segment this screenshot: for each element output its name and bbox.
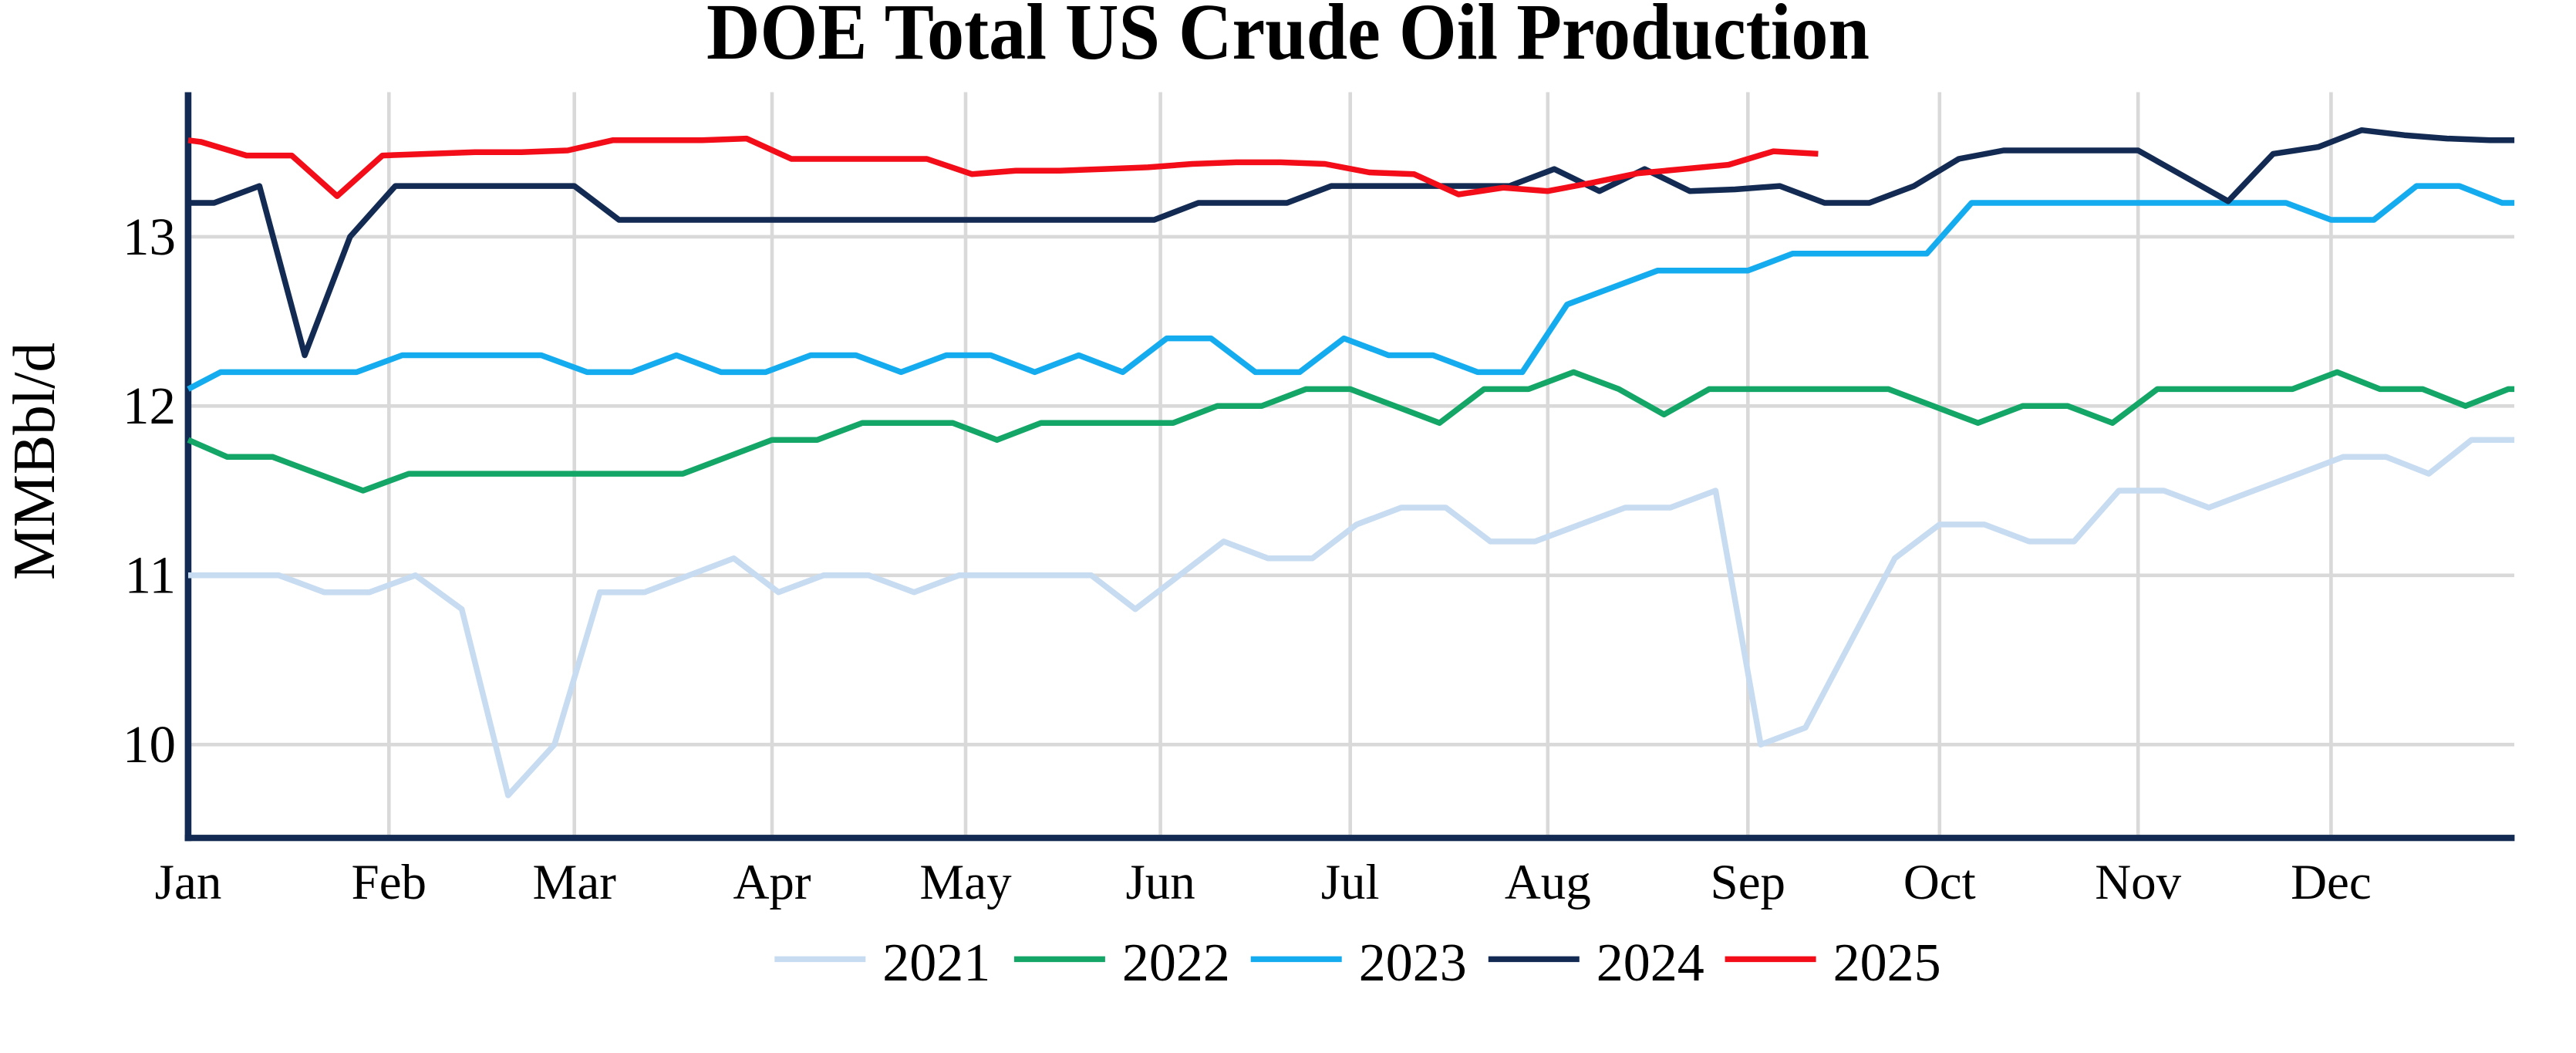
svg-text:Mar: Mar bbox=[533, 855, 617, 910]
svg-text:Jan: Jan bbox=[155, 855, 222, 910]
svg-text:Dec: Dec bbox=[2291, 855, 2372, 910]
svg-text:10: 10 bbox=[123, 715, 176, 774]
svg-text:DOE Total US Crude Oil Product: DOE Total US Crude Oil Production bbox=[706, 0, 1870, 76]
svg-text:2023: 2023 bbox=[1359, 933, 1467, 993]
svg-text:2021: 2021 bbox=[882, 933, 990, 993]
svg-text:Apr: Apr bbox=[733, 855, 811, 910]
svg-text:Aug: Aug bbox=[1505, 855, 1591, 910]
svg-text:MMBbl/d: MMBbl/d bbox=[1, 343, 67, 580]
svg-text:2024: 2024 bbox=[1597, 933, 1704, 993]
svg-text:Oct: Oct bbox=[1903, 855, 1976, 910]
svg-text:Sep: Sep bbox=[1711, 855, 1786, 910]
svg-text:Jun: Jun bbox=[1125, 855, 1195, 910]
svg-text:11: 11 bbox=[125, 546, 176, 605]
svg-text:Jul: Jul bbox=[1321, 855, 1380, 910]
svg-text:2022: 2022 bbox=[1122, 933, 1230, 993]
svg-text:Nov: Nov bbox=[2095, 855, 2181, 910]
svg-text:13: 13 bbox=[123, 208, 176, 266]
svg-text:2025: 2025 bbox=[1833, 933, 1941, 993]
svg-text:May: May bbox=[919, 855, 1012, 910]
svg-text:Feb: Feb bbox=[352, 855, 427, 910]
svg-text:12: 12 bbox=[123, 376, 176, 435]
